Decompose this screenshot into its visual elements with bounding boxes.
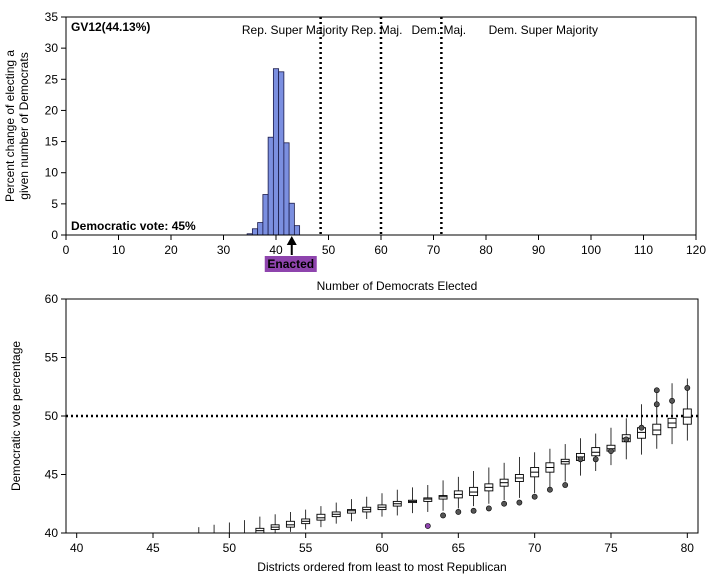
histogram-panel: Rep. Super Majority Rep. Maj. Dem. Maj. Dem…	[3, 10, 706, 293]
outlier-point	[440, 512, 446, 519]
threshold-lines	[319, 17, 443, 235]
outlier-point	[455, 509, 462, 515]
histogram-bar	[251, 228, 259, 236]
boxplot-y-axis-label: Democratic vote percentage	[9, 341, 23, 491]
outlier-point	[638, 424, 645, 431]
histogram-bar	[283, 142, 290, 236]
region-label: Rep. Super Majority	[242, 23, 348, 37]
x-tick-label: 45	[146, 541, 160, 555]
box	[682, 408, 692, 425]
histogram-x-ticks: 0 10 20 30 40 50 60 70 80 90 100 110 120	[63, 235, 706, 257]
x-tick-label: 40	[70, 541, 84, 555]
enacted-badge	[264, 256, 317, 272]
x-tick-label: 0	[63, 243, 70, 257]
histogram-bar	[257, 222, 264, 236]
outlier-point	[531, 493, 538, 500]
box	[423, 497, 433, 502]
y-tick-label: 30	[45, 41, 59, 55]
outlier-point	[608, 448, 614, 454]
outlier-point	[669, 397, 675, 404]
y-tick-label: 20	[45, 103, 59, 117]
histogram-y-ticks: 0 5 10 15 20 25 30 35	[45, 10, 66, 242]
x-tick-label: 110	[634, 243, 653, 257]
x-tick-label: 75	[604, 541, 618, 555]
box	[652, 423, 662, 436]
x-tick-label: 80	[681, 541, 695, 555]
outlier-point	[516, 499, 523, 506]
outlier-point	[592, 456, 599, 463]
enacted-arrow-head	[286, 236, 297, 245]
y-tick-label: 10	[45, 166, 59, 180]
outlier-point	[653, 401, 660, 408]
region-label: Dem. Maj.	[411, 23, 466, 37]
y-tick-label: 55	[45, 351, 59, 365]
y-tick-label: 40	[45, 526, 59, 540]
box	[591, 447, 601, 457]
x-tick-label: 60	[375, 541, 389, 555]
histogram-bar	[293, 225, 301, 236]
y-tick-label: 60	[45, 292, 59, 306]
outlier-point	[424, 523, 431, 529]
outlier-point	[684, 385, 691, 391]
outlier-point	[623, 436, 630, 443]
histogram-bar	[267, 136, 274, 236]
x-tick-label: 120	[686, 243, 706, 257]
histogram-y-axis-label-line-1: Percent change of electing a	[3, 50, 17, 202]
box	[347, 509, 356, 514]
histogram-bar	[278, 71, 285, 236]
x-tick-label: 80	[479, 243, 493, 257]
x-tick-label: 50	[223, 541, 237, 555]
x-tick-label: 90	[532, 243, 546, 257]
boxplot-x-axis-label: Districts ordered from least to most Rep…	[257, 560, 506, 574]
boxplots	[198, 378, 692, 533]
x-tick-label: 55	[299, 541, 313, 555]
histogram-bar	[272, 68, 280, 236]
boxplot-panel: 40 45 50 55 60 65 70 75 80 40 45 50 55 60 Democratic…	[9, 292, 699, 574]
histogram-bars	[246, 68, 301, 236]
x-tick-label: 20	[164, 243, 178, 257]
x-tick-label: 65	[452, 541, 466, 555]
region-label: Dem. Super Majority	[489, 23, 598, 37]
histogram-y-axis-label-line-2: given number of Democrats	[17, 52, 31, 199]
outlier-point	[577, 456, 584, 463]
y-tick-label: 15	[45, 135, 59, 149]
outlier-point	[562, 482, 569, 488]
boxplot-y-ticks: 40 45 50 55 60	[45, 292, 66, 540]
outlier-point	[547, 486, 553, 493]
x-tick-label: 70	[427, 243, 441, 257]
outlier-point	[470, 507, 477, 514]
democratic-vote-annotation: Democratic vote: 45%	[71, 219, 196, 233]
y-tick-label: 50	[45, 409, 59, 423]
x-tick-label: 50	[322, 243, 336, 257]
x-tick-label: 100	[581, 243, 601, 257]
histogram-bar	[262, 194, 269, 236]
outlier-point	[485, 505, 492, 512]
enacted-label: Enacted	[267, 257, 314, 271]
x-tick-label: 10	[112, 243, 126, 257]
histogram-bar	[288, 202, 295, 236]
y-tick-label: 45	[45, 468, 59, 482]
x-tick-label: 60	[374, 243, 388, 257]
region-label: Rep. Maj.	[351, 23, 402, 37]
y-tick-label: 5	[51, 197, 58, 211]
histogram-x-axis-label: Number of Democrats Elected	[317, 279, 478, 293]
region-labels: Rep. Super Majority Rep. Maj. Dem. Maj. Dem…	[242, 23, 598, 37]
x-tick-label: 30	[217, 243, 231, 257]
x-tick-label: 70	[528, 541, 542, 555]
box	[469, 486, 479, 497]
y-tick-label: 25	[45, 72, 59, 86]
x-tick-label: 40	[269, 243, 283, 257]
panel-label: GV12(44.13%)	[71, 20, 150, 34]
outlier-point	[653, 387, 660, 394]
box	[438, 495, 448, 500]
boxplot-x-ticks: 40 45 50 55 60 65 70 75 80	[70, 533, 694, 555]
box	[285, 520, 295, 528]
boxplot-items	[198, 378, 692, 533]
y-tick-label: 0	[51, 228, 58, 242]
outlier-point	[501, 500, 508, 507]
y-tick-label: 35	[45, 10, 59, 24]
box	[316, 513, 326, 521]
enacted-marker: Enacted	[264, 236, 317, 272]
